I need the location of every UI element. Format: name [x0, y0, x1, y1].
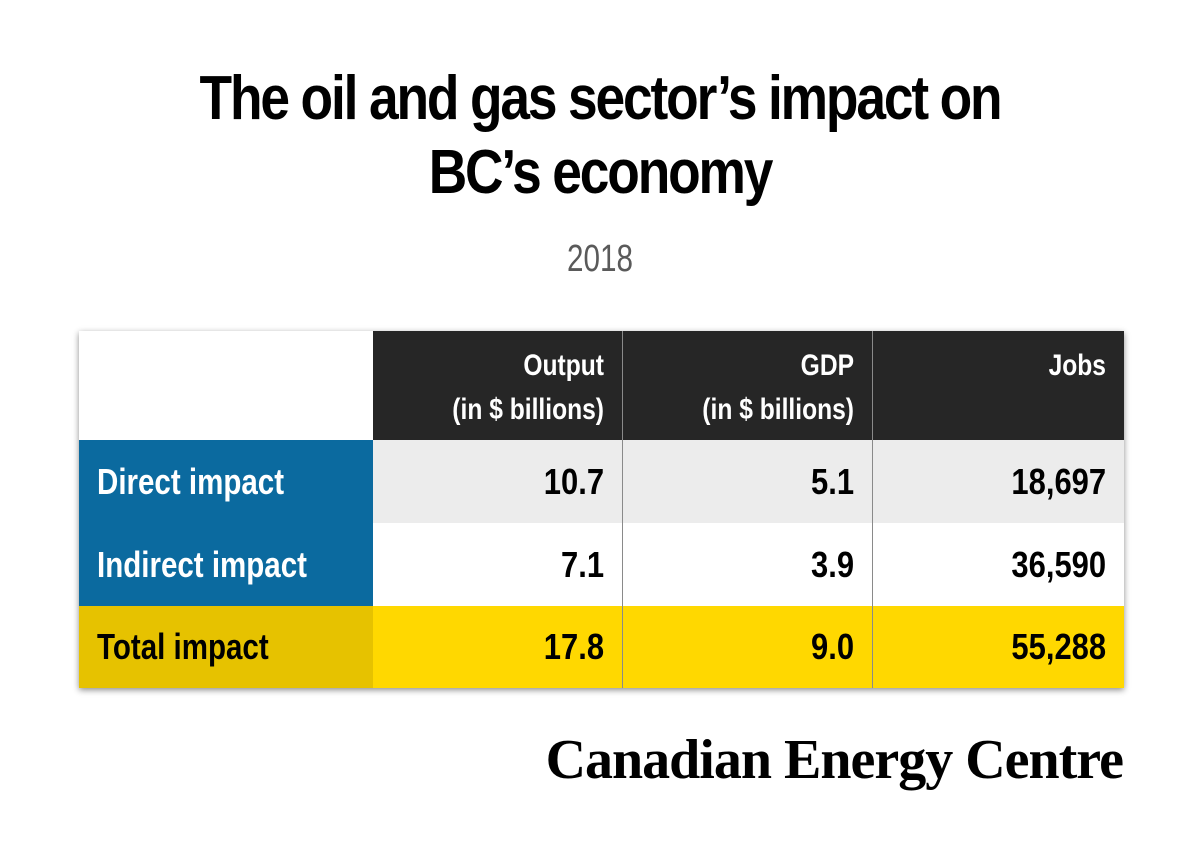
column-header-output: Output (in $ billions)	[373, 331, 623, 440]
cell-total-gdp: 9.0	[623, 606, 873, 688]
table-corner-blank	[79, 331, 373, 440]
chart-title-line-2: BC’s economy	[428, 138, 774, 207]
cell-indirect-output: 7.1	[373, 523, 623, 606]
cell-direct-gdp: 5.1	[623, 440, 873, 523]
row-label-total-text: Total impact	[97, 626, 269, 667]
cell-indirect-gdp-value: 3.9	[810, 543, 854, 585]
column-header-gdp: GDP (in $ billions)	[623, 331, 873, 440]
cell-indirect-jobs: 36,590	[873, 523, 1124, 606]
cell-direct-output: 10.7	[373, 440, 623, 523]
column-header-jobs: Jobs	[873, 331, 1124, 440]
column-header-output-name: Output	[523, 349, 604, 382]
cell-indirect-jobs-value: 36,590	[1011, 543, 1106, 585]
canadian-energy-centre-logo: Canadian Energy Centre	[545, 729, 1124, 791]
cell-indirect-output-value: 7.1	[560, 543, 604, 585]
row-label-direct: Direct impact	[79, 440, 373, 523]
impact-table: Output (in $ billions) GDP (in $ billion…	[79, 331, 1124, 688]
cell-direct-jobs: 18,697	[873, 440, 1124, 523]
row-label-indirect-text: Indirect impact	[97, 543, 307, 585]
cell-total-output: 17.8	[373, 606, 623, 688]
column-header-jobs-name: Jobs	[1048, 349, 1106, 382]
column-header-gdp-name: GDP	[800, 349, 854, 382]
cell-total-jobs-value: 55,288	[1011, 626, 1106, 667]
cell-direct-jobs-value: 18,697	[1011, 460, 1106, 502]
chart-subtitle-year: 2018	[567, 238, 633, 280]
cell-total-gdp-value: 9.0	[810, 626, 854, 667]
chart-title-line-1: The oil and gas sector’s impact on	[199, 64, 1003, 133]
cell-direct-output-value: 10.7	[543, 460, 604, 502]
cell-total-output-value: 17.8	[543, 626, 604, 667]
row-label-indirect: Indirect impact	[79, 523, 373, 606]
cell-direct-gdp-value: 5.1	[810, 460, 854, 502]
cell-total-jobs: 55,288	[873, 606, 1124, 688]
row-label-total: Total impact	[79, 606, 373, 688]
column-header-output-unit: (in $ billions)	[452, 393, 604, 426]
row-label-direct-text: Direct impact	[97, 460, 285, 502]
column-header-gdp-unit: (in $ billions)	[702, 393, 854, 426]
cell-indirect-gdp: 3.9	[623, 523, 873, 606]
chart-title: The oil and gas sector’s impact on BC’s …	[84, 62, 1116, 210]
